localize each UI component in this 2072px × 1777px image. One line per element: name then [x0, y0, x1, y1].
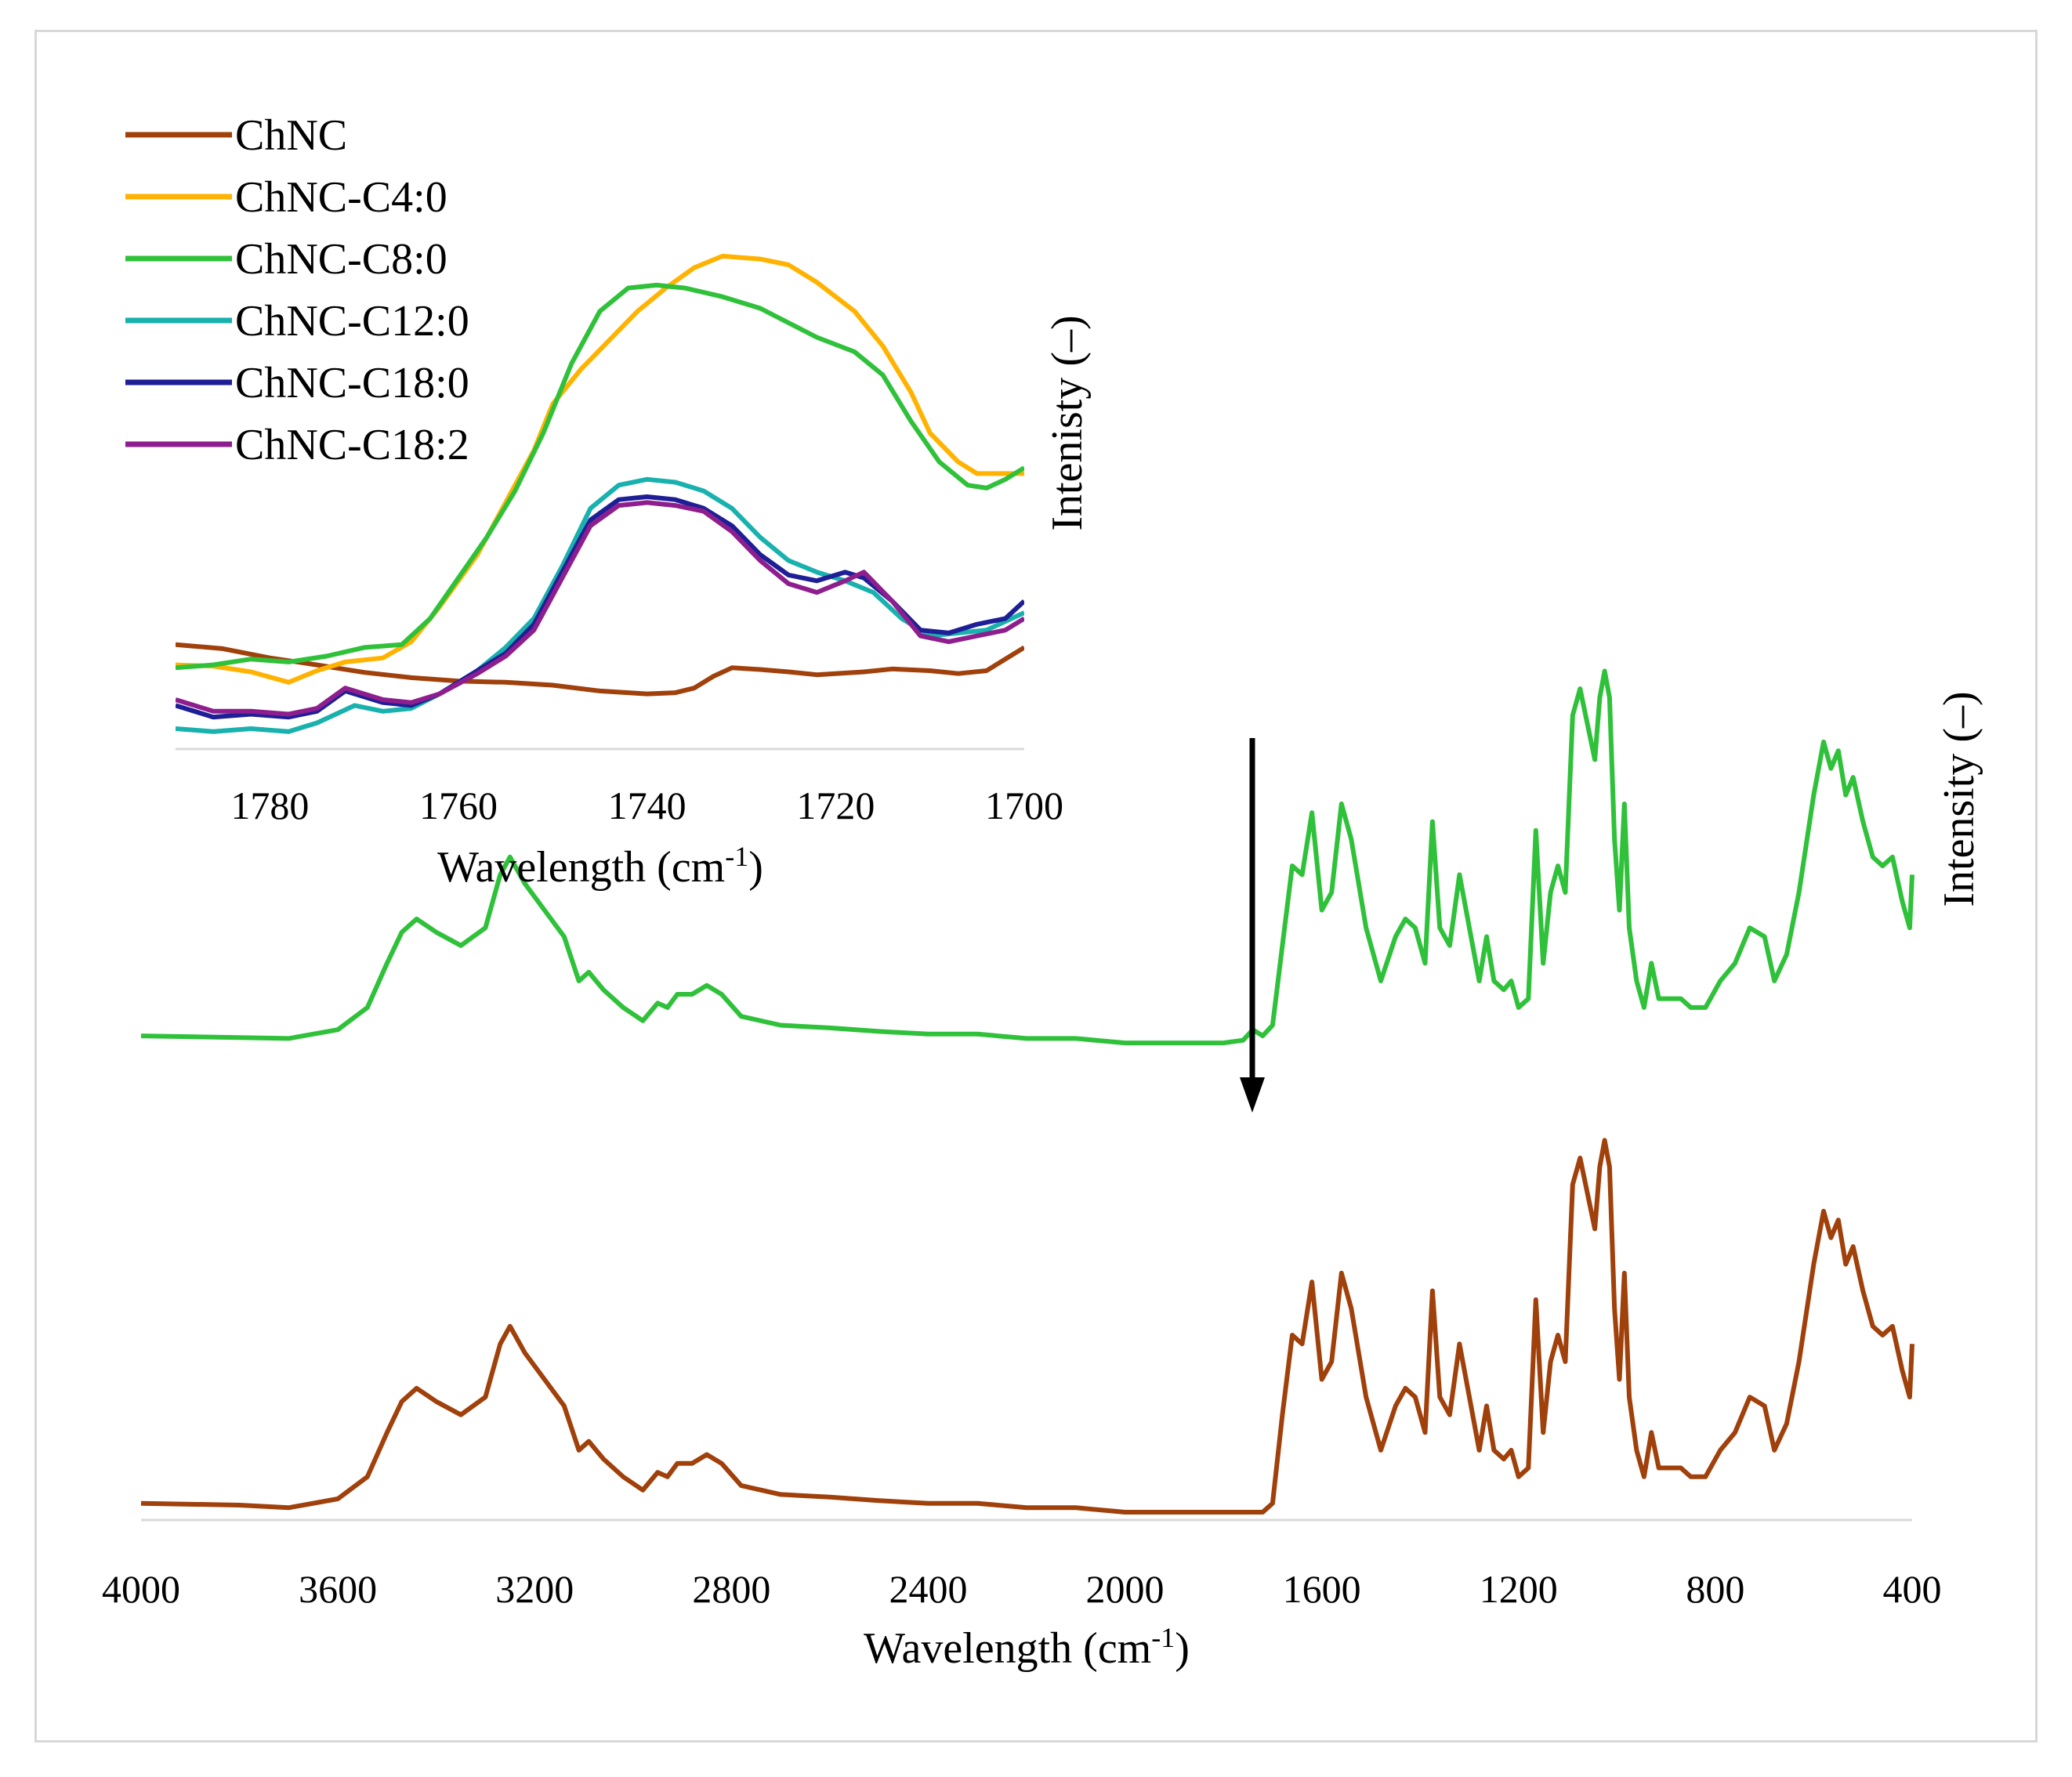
main-x-tick: 800	[1686, 1567, 1744, 1611]
main-x-axis-label: Wavelength (cm-1)	[864, 1622, 1190, 1673]
main-x-tick: 2000	[1086, 1567, 1165, 1611]
main-series-chnc	[140, 1138, 1914, 1515]
legend-label: ChNC-C12:0	[235, 297, 469, 346]
main-x-tick: 3200	[495, 1567, 574, 1611]
legend-item-chnc-c4-0: ChNC-C4:0	[125, 173, 447, 222]
legend-label: ChNC-C8:0	[235, 235, 447, 284]
main-x-tick: 1200	[1480, 1567, 1558, 1611]
inset-x-ticks: 1780 1760 1740 1720 1700	[230, 784, 1063, 827]
main-x-tick: 400	[1883, 1567, 1942, 1611]
inset-series-chnc	[176, 642, 1024, 697]
inset-series-chnc-c12-0	[176, 476, 1024, 734]
inset-x-tick: 1740	[608, 784, 686, 827]
inset-legend: ChNC ChNC-C4:0 ChNC-C8:0 ChNC-C12:0 ChNC-C18…	[125, 111, 469, 469]
legend-item-chnc-c18-2: ChNC-C18:2	[125, 421, 469, 469]
legend-label: ChNC-C18:2	[235, 421, 469, 469]
inset-plot: 1780 1760 1740 1720 1700 Wavelength (cm-1) I…	[125, 111, 1092, 892]
inset-series-chnc-c4-0	[176, 253, 1024, 685]
main-y-axis-label: Intensity (–)	[1935, 691, 1983, 907]
main-x-tick: 3600	[299, 1567, 377, 1611]
inset-x-axis-label: Wavelength (cm-1)	[437, 841, 763, 892]
inset-series-chnc-c18-2	[176, 500, 1024, 717]
inset-series-chnc-c8-0	[176, 282, 1024, 671]
inset-x-tick: 1760	[419, 784, 498, 827]
inset-x-tick: 1700	[985, 784, 1063, 827]
main-x-tick: 2400	[889, 1567, 967, 1611]
legend-item-chnc-c8-0: ChNC-C8:0	[125, 235, 447, 284]
inset-x-tick: 1780	[230, 784, 309, 827]
legend-label: ChNC-C18:0	[235, 359, 469, 407]
legend-item-chnc-c18-0: ChNC-C18:0	[125, 359, 469, 407]
main-x-tick: 2800	[692, 1567, 770, 1611]
main-x-tick: 1600	[1283, 1567, 1361, 1611]
main-plot: 4000 3600 3200 2800 2400 2000 1600 1200 800 400 W…	[102, 668, 1983, 1673]
carbonyl-arrow	[1240, 738, 1265, 1113]
inset-y-axis-label: Intenisty (–)	[1043, 315, 1092, 530]
legend-item-chnc: ChNC	[125, 111, 347, 160]
legend-label: ChNC	[235, 111, 347, 160]
main-series-group	[140, 668, 1914, 1515]
inset-x-tick: 1720	[796, 784, 875, 827]
main-x-tick: 4000	[102, 1567, 180, 1611]
main-x-ticks: 4000 3600 3200 2800 2400 2000 1600 1200 800 400	[102, 1567, 1942, 1611]
legend-item-chnc-c12-0: ChNC-C12:0	[125, 297, 469, 346]
inset-series-group	[176, 253, 1024, 734]
legend-label: ChNC-C4:0	[235, 173, 447, 222]
main-series-chnc-c8-0	[140, 668, 1914, 1046]
figure-frame	[34, 30, 2038, 1743]
